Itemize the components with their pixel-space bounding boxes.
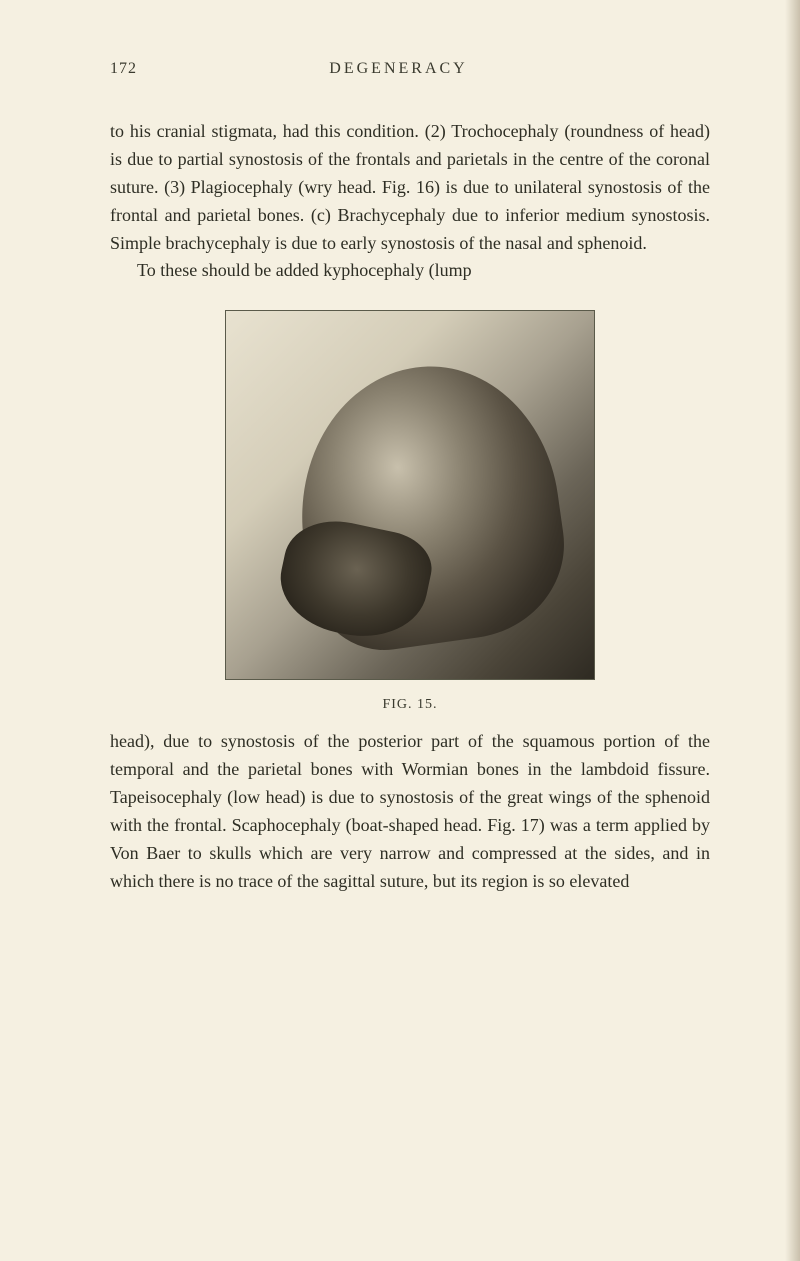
page-edge-shadow (785, 0, 800, 1261)
paragraph-2: To these should be added kyphocephaly (l… (110, 257, 710, 285)
page-header: 172 DEGENERACY (110, 60, 710, 78)
body-text-block-2: head), due to synostosis of the posterio… (110, 728, 710, 895)
paragraph-3: head), due to synostosis of the posterio… (110, 728, 710, 895)
paragraph-1: to his cranial stigmata, had this condit… (110, 118, 710, 257)
skull-figure-image (225, 310, 595, 680)
figure-caption: FIG. 15. (110, 697, 710, 713)
figure-container: FIG. 15. (110, 310, 710, 713)
body-text-block-1: to his cranial stigmata, had this condit… (110, 118, 710, 285)
page-title: DEGENERACY (329, 60, 467, 78)
page-number: 172 (110, 60, 137, 78)
